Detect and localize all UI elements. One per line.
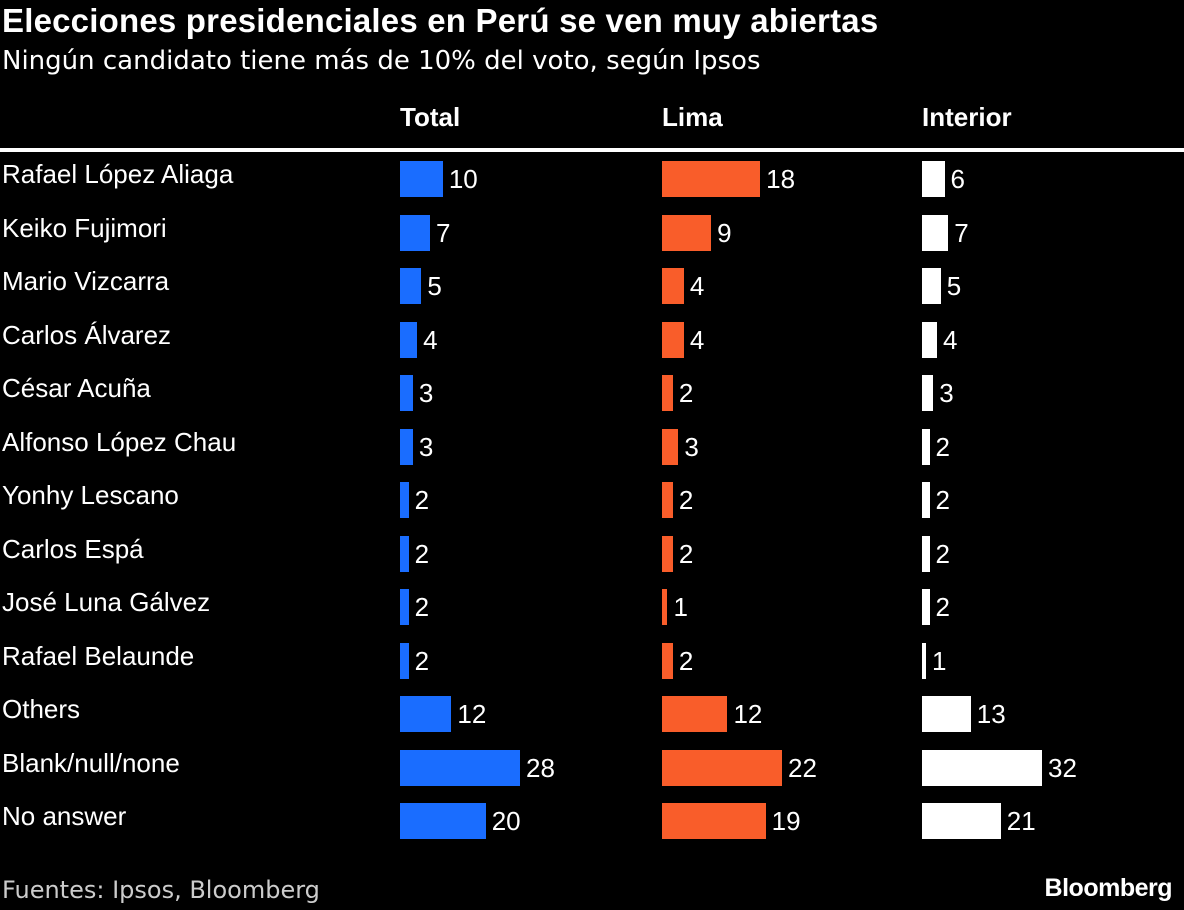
data-label: 1 [932,645,947,676]
row-label: José Luna Gálvez [2,587,211,617]
bar-interior [922,589,930,625]
bar-interior [922,268,941,304]
row-label: Carlos Álvarez [2,319,172,350]
data-label: 4 [689,271,705,301]
bar-lima [662,428,679,465]
row-label: Mario Vizcarra [2,266,170,296]
data-label: 12 [733,699,763,729]
data-label: 21 [1006,806,1036,836]
bar-lima [662,268,684,304]
bar-total [400,803,486,839]
data-label: 22 [788,752,817,783]
data-label: 2 [935,431,950,462]
bar-interior [922,214,949,251]
bar-total [400,375,413,411]
data-label: 6 [950,164,965,194]
bar-lima [662,589,668,625]
data-label: 18 [766,164,796,194]
chart-title: Elecciones presidenciales en Perú se ven… [2,2,879,39]
data-label: 32 [1048,752,1077,783]
row-label: Yonhy Lescano [2,480,179,510]
bar-interior [922,642,926,679]
data-label: 2 [414,592,430,622]
column-header-lima: Lima [662,102,723,132]
row-label: Rafael Belaunde [2,640,195,671]
bar-total [400,749,520,786]
data-label: 2 [678,538,694,569]
data-label: 2 [414,645,430,676]
data-label: 2 [414,538,430,569]
row-label: Rafael López Aliaga [2,159,234,189]
bar-lima [662,535,673,572]
data-label: 2 [678,378,694,408]
bar-interior [922,535,930,572]
row-label: Others [2,694,81,724]
chart-subtitle: Ningún candidato tiene más de 10% del vo… [2,46,761,76]
row-label: Carlos Espá [2,533,144,564]
bar-total [400,535,409,572]
bar-total [400,321,418,358]
data-label: 28 [526,752,555,783]
bar-lima [662,749,782,786]
data-label: 3 [684,431,699,462]
bar-interior [922,161,945,197]
data-label: 4 [689,324,705,355]
bar-total [400,589,409,625]
bar-total [400,482,409,518]
row-label: César Acuña [2,373,151,403]
data-label: 3 [939,378,954,408]
data-label: 4 [943,324,958,355]
bar-total [400,268,422,304]
source-note: Fuentes: Ipsos, Bloomberg [2,876,320,904]
data-label: 2 [935,538,950,569]
bar-interior [922,749,1042,786]
bar-total [400,214,430,251]
data-label: 2 [935,592,950,622]
bar-lima [662,803,766,839]
header-rule [0,148,1184,152]
bar-lima [662,375,673,411]
bar-lima [662,161,761,197]
data-label: 2 [414,485,430,515]
bar-total [400,696,452,732]
bar-interior [922,482,930,518]
data-label: 2 [678,485,694,515]
data-label: 1 [673,592,688,622]
data-label: 10 [448,164,478,194]
data-label: 2 [935,485,950,515]
data-label: 5 [946,271,962,301]
bar-interior [922,321,937,358]
bar-lima [662,321,684,358]
data-label: 4 [423,324,438,355]
bar-lima [662,696,728,732]
bar-interior [922,375,934,411]
row-label: Blank/null/none [2,747,180,778]
data-label: 7 [436,217,451,248]
data-label: 20 [491,806,521,836]
bar-lima [662,642,673,679]
row-label: No answer [2,801,127,831]
data-label: 5 [427,271,442,301]
row-label: Keiko Fujimori [2,212,167,243]
bar-lima [662,482,673,518]
column-header-total: Total [400,102,461,132]
bar-interior [922,696,971,732]
data-label: 12 [457,699,487,729]
bar-lima [662,214,712,251]
data-label: 19 [771,806,801,836]
row-label: Alfonso López Chau [2,426,237,457]
data-label: 3 [418,378,434,408]
bar-total [400,428,413,465]
bar-total [400,161,443,197]
bar-total [400,642,409,679]
data-label: 13 [976,699,1006,729]
data-label: 3 [418,431,434,462]
data-label: 7 [954,217,969,248]
bar-interior [922,428,930,465]
bloomberg-logo: Bloomberg [1044,874,1173,902]
data-label: 2 [678,645,694,676]
data-label: 9 [717,217,732,248]
bar-interior [922,803,1001,839]
column-header-interior: Interior [922,102,1012,132]
